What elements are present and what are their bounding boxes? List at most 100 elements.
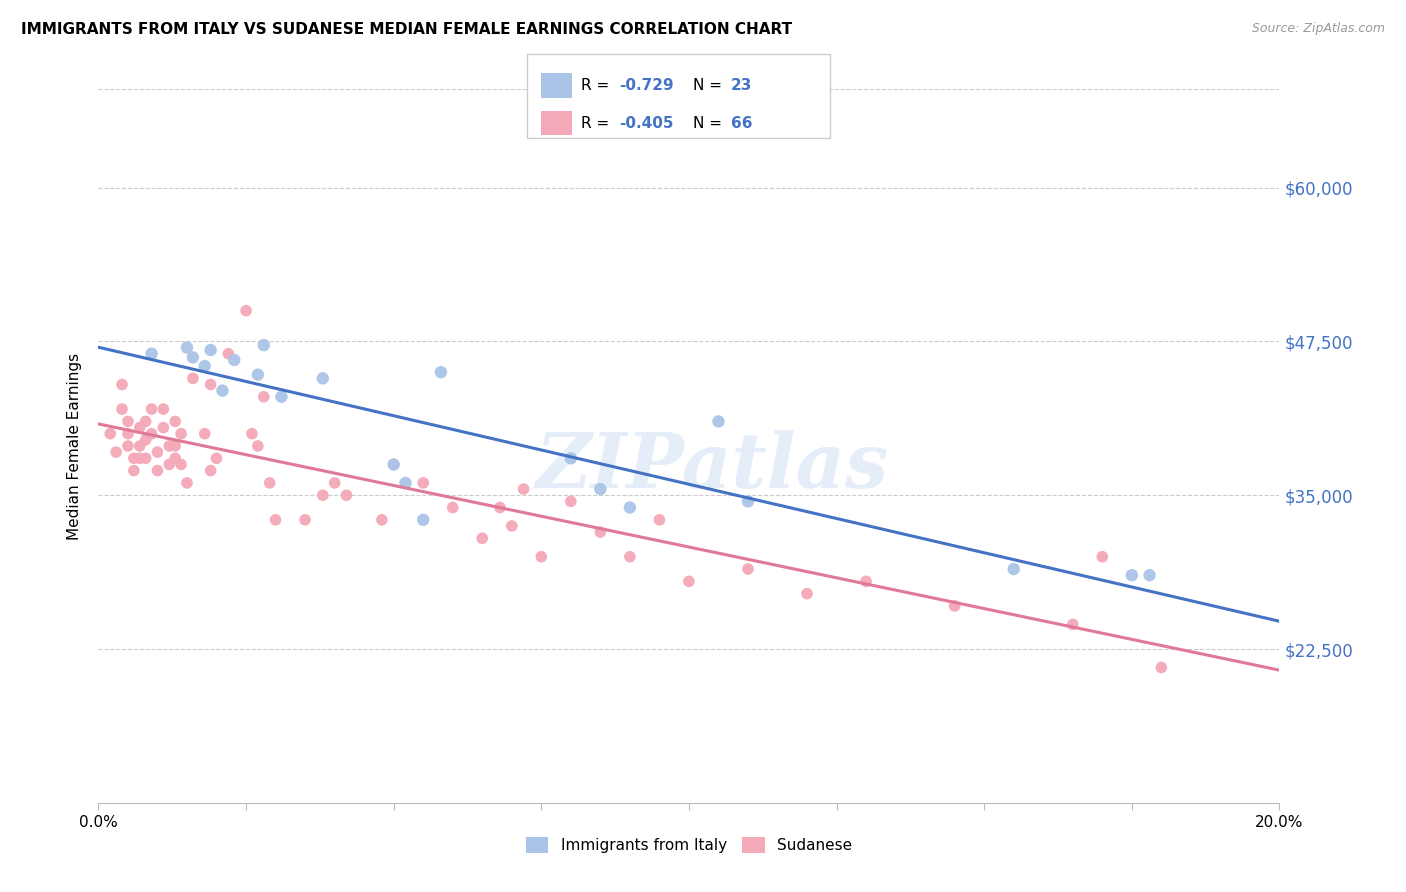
Point: [181, 371, 204, 385]
Point: [441, 500, 464, 515]
Point: [737, 562, 759, 576]
Point: [111, 402, 134, 417]
Point: [382, 458, 405, 472]
Point: [117, 414, 139, 428]
Point: [122, 464, 145, 478]
Point: [200, 464, 222, 478]
Point: [165, 451, 187, 466]
Point: [1121, 568, 1143, 582]
Point: [165, 439, 187, 453]
Point: [152, 420, 174, 434]
Point: [117, 439, 139, 453]
Point: [1002, 562, 1025, 576]
Point: [170, 458, 193, 472]
Text: N =: N =: [693, 115, 727, 130]
Point: [1139, 568, 1161, 582]
Point: [294, 513, 316, 527]
Y-axis label: Median Female Earnings: Median Female Earnings: [67, 352, 83, 540]
Point: [128, 420, 150, 434]
Point: [855, 574, 877, 589]
Point: [430, 365, 453, 379]
Point: [105, 445, 128, 459]
Point: [253, 390, 276, 404]
Text: Source: ZipAtlas.com: Source: ZipAtlas.com: [1251, 22, 1385, 36]
Point: [200, 343, 222, 357]
Point: [1062, 617, 1084, 632]
Point: [200, 377, 222, 392]
Point: [128, 451, 150, 466]
Point: [224, 352, 246, 367]
Point: [217, 347, 239, 361]
Point: [589, 525, 612, 540]
Point: [412, 513, 434, 527]
Legend: Immigrants from Italy, Sudanese: Immigrants from Italy, Sudanese: [519, 831, 859, 859]
Point: [737, 494, 759, 508]
Point: [619, 500, 641, 515]
Point: [796, 587, 818, 601]
Text: IMMIGRANTS FROM ITALY VS SUDANESE MEDIAN FEMALE EARNINGS CORRELATION CHART: IMMIGRANTS FROM ITALY VS SUDANESE MEDIAN…: [21, 22, 792, 37]
Text: 23: 23: [731, 78, 752, 94]
Point: [205, 451, 228, 466]
Point: [157, 458, 180, 472]
Point: [246, 368, 269, 382]
Point: [176, 341, 198, 355]
Text: -0.405: -0.405: [619, 115, 673, 130]
Point: [678, 574, 700, 589]
Point: [170, 426, 193, 441]
Text: -0.729: -0.729: [619, 78, 673, 94]
Text: R =: R =: [581, 115, 614, 130]
Point: [382, 458, 405, 472]
Point: [512, 482, 534, 496]
Point: [165, 414, 187, 428]
Point: [117, 426, 139, 441]
Point: [246, 439, 269, 453]
Point: [122, 451, 145, 466]
Point: [157, 439, 180, 453]
Point: [560, 494, 582, 508]
Point: [471, 531, 494, 545]
Point: [128, 439, 150, 453]
Point: [259, 475, 281, 490]
Point: [146, 464, 169, 478]
Point: [270, 390, 292, 404]
Point: [412, 475, 434, 490]
Point: [135, 433, 157, 447]
Point: [98, 426, 121, 441]
Point: [619, 549, 641, 564]
Point: [371, 513, 394, 527]
Text: R =: R =: [581, 78, 614, 94]
Point: [943, 599, 966, 613]
Point: [1150, 660, 1173, 674]
Point: [211, 384, 233, 398]
Text: 66: 66: [731, 115, 752, 130]
Point: [489, 500, 512, 515]
Point: [707, 414, 730, 428]
Point: [141, 426, 163, 441]
Text: ZIPatlas: ZIPatlas: [536, 431, 889, 504]
Text: N =: N =: [693, 78, 727, 94]
Point: [1091, 549, 1114, 564]
Point: [240, 426, 263, 441]
Point: [152, 402, 174, 417]
Point: [264, 513, 287, 527]
Point: [194, 359, 217, 373]
Point: [589, 482, 612, 496]
Point: [530, 549, 553, 564]
Point: [648, 513, 671, 527]
Point: [194, 426, 217, 441]
Point: [335, 488, 357, 502]
Point: [181, 351, 204, 365]
Point: [135, 451, 157, 466]
Point: [501, 519, 523, 533]
Point: [312, 371, 335, 385]
Point: [141, 347, 163, 361]
Point: [135, 414, 157, 428]
Point: [176, 475, 198, 490]
Point: [141, 402, 163, 417]
Point: [111, 377, 134, 392]
Point: [394, 475, 416, 490]
Point: [146, 445, 169, 459]
Point: [323, 475, 346, 490]
Point: [560, 451, 582, 466]
Point: [253, 338, 276, 352]
